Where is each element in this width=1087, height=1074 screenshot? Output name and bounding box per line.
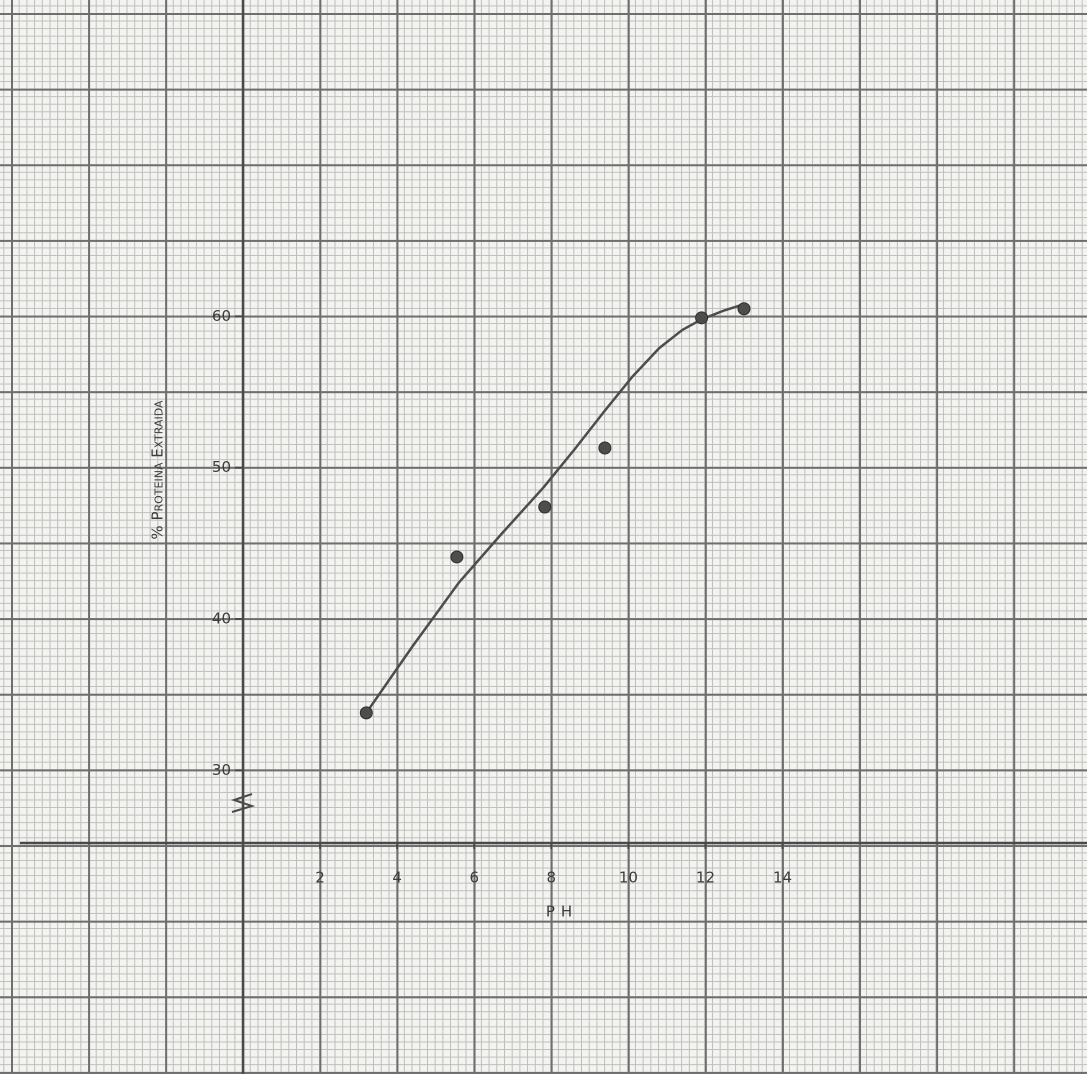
x-tick-label: 10 — [619, 869, 638, 887]
x-tick-label: 8 — [547, 869, 557, 887]
x-tick-label: 6 — [469, 869, 479, 887]
fit-curve — [366, 304, 744, 713]
data-point — [451, 551, 463, 563]
x-tick-label: 14 — [773, 869, 792, 887]
x-tick-label: 2 — [315, 869, 325, 887]
y-tick-label: 40 — [212, 610, 231, 628]
page: {"chart_data": { "type": "scatter", "x_l… — [0, 0, 1087, 1074]
data-point — [539, 501, 551, 513]
data-point — [360, 707, 372, 719]
y-tick-label: 30 — [212, 761, 231, 779]
y-tick-label: 60 — [212, 307, 231, 325]
chart: PH % Proteina Extraida 2 4 6 8 10 12 14 30 40 50 6… — [0, 0, 1087, 1074]
x-tick-label: 12 — [696, 869, 715, 887]
y-axis-label: % Proteina Extraida — [149, 400, 167, 540]
x-axis-label: PH — [546, 903, 578, 921]
data-point — [599, 442, 611, 454]
x-tick-label: 4 — [392, 869, 402, 887]
data-point — [696, 312, 708, 324]
y-tick-label: 50 — [212, 458, 231, 476]
data-point — [738, 303, 750, 315]
